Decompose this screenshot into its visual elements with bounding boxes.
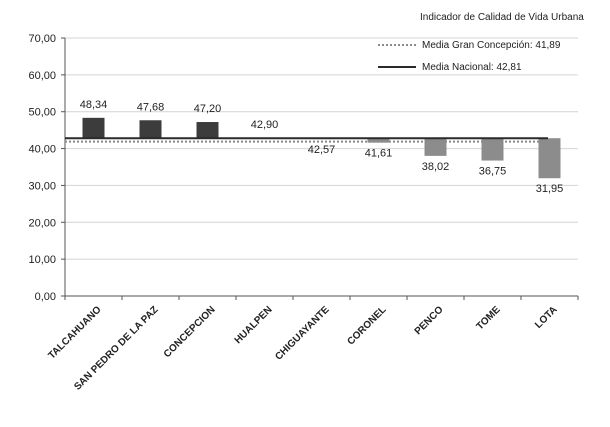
- data-label: 38,02: [422, 161, 450, 173]
- legend-swatch-dotted: [378, 44, 416, 46]
- y-tick-label: 30,00: [28, 180, 56, 192]
- y-tick-label: 10,00: [28, 254, 56, 266]
- legend-label-media-gran-concepcion: Media Gran Concepción: 41,89: [422, 39, 561, 51]
- bar: [82, 117, 105, 139]
- data-label: 48,34: [80, 99, 108, 111]
- data-label: 31,95: [536, 183, 564, 195]
- data-label: 36,75: [479, 166, 507, 178]
- category-label: CHIGUAYANTE: [273, 304, 332, 363]
- legend-entry-media-nacional: Media Nacional: 42,81: [378, 60, 522, 74]
- y-tick-label: 50,00: [28, 107, 56, 119]
- bar: [367, 138, 390, 143]
- category-label: CORONEL: [345, 304, 388, 347]
- bar: [196, 122, 219, 139]
- legend-title: Indicador de Calidad de Vida Urbana: [420, 12, 584, 23]
- category-label: HUALPEN: [233, 304, 275, 346]
- category-label: LOTA: [533, 304, 560, 331]
- category-label: PENCO: [413, 304, 446, 337]
- legend-entry-media-gran-concepcion: Media Gran Concepción: 41,89: [378, 38, 560, 52]
- data-label: 47,20: [194, 103, 222, 115]
- category-label: TALCAHUANO: [46, 304, 103, 361]
- y-tick-label: 0,00: [35, 291, 56, 303]
- data-label: 47,68: [137, 101, 165, 113]
- bar: [139, 120, 162, 139]
- y-tick-label: 40,00: [28, 144, 56, 156]
- data-label: 42,57: [308, 144, 336, 156]
- legend-swatch-solid: [378, 66, 416, 68]
- y-tick-label: 60,00: [28, 70, 56, 82]
- bar: [481, 138, 504, 161]
- data-label: 42,90: [251, 119, 279, 131]
- y-tick-label: 20,00: [28, 217, 56, 229]
- bar: [424, 138, 447, 156]
- legend-label-media-nacional: Media Nacional: 42,81: [422, 61, 522, 73]
- bar: [538, 138, 561, 179]
- data-label: 41,61: [365, 148, 393, 160]
- y-tick-label: 70,00: [28, 33, 56, 45]
- category-label: TOME: [475, 304, 503, 332]
- category-label: CONCEPCION: [162, 304, 218, 360]
